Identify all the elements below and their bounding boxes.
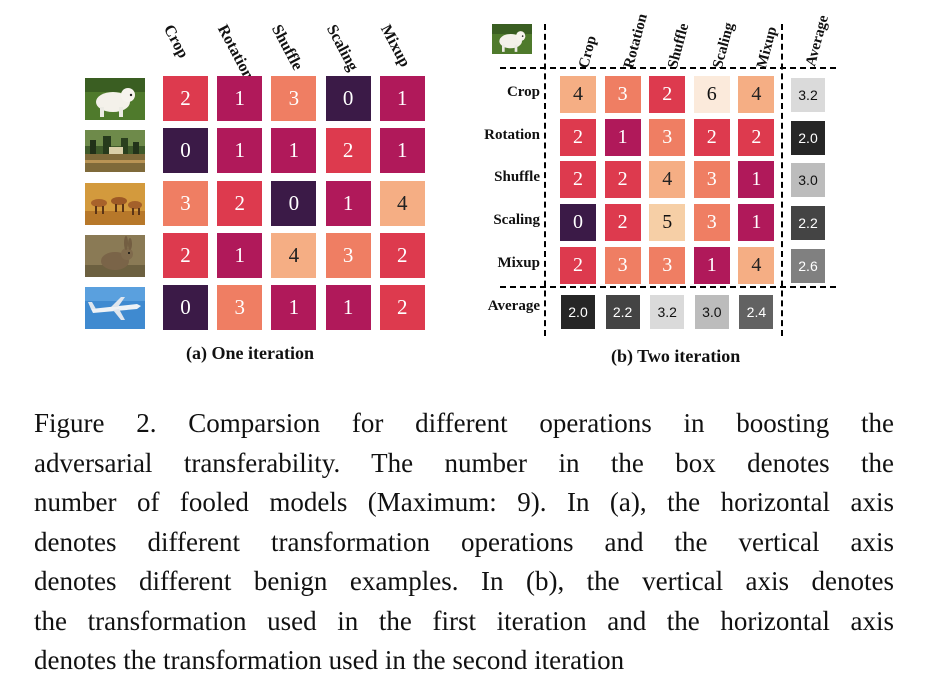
figure-b-column-label: Mixup	[754, 24, 781, 71]
figure-b-heatmap-cell: 2	[738, 118, 775, 156]
figure-b-heatmap-cell: 4	[738, 76, 775, 113]
figure-a-heatmap-cell: 2	[163, 76, 208, 121]
figure-b-heatmap-cell: 2	[604, 161, 641, 199]
figure-a-heatmap-cell: 0	[271, 180, 317, 226]
figure-b-column-average-cell: 3.2	[650, 295, 685, 329]
caption-line: number of fooled models (Maximum: 9). In…	[34, 487, 894, 517]
caption-line: denotes different benign examples. In (b…	[34, 566, 894, 596]
figure-a-heatmap-cell: 2	[325, 128, 371, 174]
figure-a-heatmap-cell: 1	[217, 76, 263, 121]
figure-b-average-column-label: Average	[803, 13, 832, 69]
figure-b-dashed-divider	[500, 67, 836, 69]
figure-a-column-label: Mixup	[376, 22, 414, 71]
figure-b-row-average-cell: 2.6	[791, 248, 825, 283]
figure-b-column-average-cell: 2.0	[561, 295, 595, 329]
figure-b-heatmap-cell: 1	[693, 246, 730, 284]
figure-a-heatmap-cell: 4	[271, 232, 317, 278]
figure-b-row-average-cell: 2.2	[791, 206, 825, 241]
figure-a-heatmap-cell: 4	[379, 180, 425, 226]
caption-line: denotes the transformation used in the s…	[34, 645, 625, 675]
figure-a-heatmap-cell: 1	[325, 180, 371, 226]
caption-line: the transformation used in the first ite…	[34, 605, 894, 636]
figure-a-heatmap-cell: 1	[271, 285, 317, 331]
figure-b-average-row-label: Average	[487, 298, 540, 314]
figure-b-column-label: Scaling	[709, 20, 738, 71]
figure-a-column-label: Scaling	[322, 22, 361, 74]
figure-a-heatmap-cell: 3	[271, 76, 317, 121]
figure-a-heatmap-cell: 1	[379, 76, 425, 121]
figure-b-heatmap-cell: 4	[649, 161, 686, 199]
figure-a-heatmap-cell: 2	[163, 232, 208, 278]
figure-a-heatmap-cell: 1	[379, 128, 425, 174]
figure-b-column-label: Shuffle	[665, 21, 693, 71]
figure-b-row-average-cell: 2.0	[791, 120, 825, 155]
figure-b-dashed-divider	[544, 24, 546, 336]
figure-b-heatmap-cell: 3	[649, 246, 686, 284]
figure-b-column-label: Crop	[576, 34, 601, 71]
dog-thumbnail-image	[492, 24, 532, 54]
figure-a-column-label: Crop	[159, 22, 192, 62]
airplane-thumbnail-image	[85, 287, 145, 330]
figure-a-heatmap-cell: 3	[163, 180, 208, 226]
figure-b-heatmap-cell: 1	[604, 118, 641, 156]
figure-b-column-average-cell: 2.2	[605, 295, 640, 329]
figure-a-heatmap-cell: 1	[217, 128, 263, 174]
figure-a-heatmap-cell: 2	[379, 285, 425, 331]
figure-a-heatmap-cell: 0	[163, 128, 208, 174]
figure-b-heatmap-cell: 6	[693, 76, 730, 113]
figure-b-heatmap-cell: 3	[604, 246, 641, 284]
figure-a-heatmap-cell: 3	[217, 285, 263, 331]
figure-b-row-label: Mixup	[497, 254, 540, 271]
figure-a-heatmap-cell: 3	[325, 232, 371, 278]
figure-b-column-average-cell: 3.0	[694, 295, 729, 329]
figure-b-heatmap-cell: 5	[649, 204, 686, 242]
figure-b-heatmap-cell: 2	[649, 76, 686, 113]
figure-a-heatmap-cell: 2	[217, 180, 263, 226]
figure-a-heatmap-cell: 2	[379, 232, 425, 278]
figure-b-row-label: Scaling	[493, 212, 540, 229]
figure-b-heatmap-cell: 3	[604, 76, 641, 113]
figure-b-subcaption: (b) Two iteration	[611, 346, 741, 366]
figure-b-column-average-cell: 2.4	[739, 295, 774, 329]
figure-b-column-label: Rotation	[620, 12, 651, 71]
caption-line: Figure 2. Comparsion for different opera…	[34, 408, 894, 438]
figure-b-heatmap-cell: 3	[693, 204, 730, 242]
figure-b-heatmap-cell: 0	[560, 204, 596, 242]
dog-thumbnail-image	[85, 78, 145, 120]
rabbit-thumbnail-image	[85, 234, 145, 277]
figure-b-dashed-divider	[500, 286, 836, 288]
figure-b-heatmap-cell: 1	[738, 161, 775, 199]
figure-b-row-label: Shuffle	[494, 169, 540, 186]
figure-b-heatmap-cell: 4	[738, 246, 775, 284]
figure-a-heatmap-cell: 1	[217, 232, 263, 278]
figure-a-heatmap-cell: 0	[325, 76, 371, 121]
figure-a-column-label: Shuffle	[268, 22, 307, 74]
figure-b-heatmap-cell: 2	[560, 246, 596, 284]
landscape-thumbnail-image	[85, 130, 145, 173]
figure-b-heatmap-cell: 2	[693, 118, 730, 156]
caption-line: denotes different transformation operati…	[34, 526, 894, 557]
figure-b-heatmap-cell: 3	[693, 161, 730, 199]
figure-b-heatmap-cell: 4	[560, 76, 596, 113]
antelope-thumbnail-image	[85, 182, 145, 225]
figure-b-row-average-cell: 3.2	[791, 78, 825, 112]
caption-line: adversarial transferability. The number …	[34, 447, 894, 478]
figure-b-row-label: Crop	[506, 84, 540, 100]
figure-b-dashed-divider	[781, 24, 783, 336]
figure-a-heatmap-cell: 0	[163, 285, 208, 331]
figure-b-heatmap-cell: 2	[560, 118, 596, 156]
figure-a-heatmap-cell: 1	[271, 128, 317, 174]
figure-b-heatmap-cell: 2	[604, 204, 641, 242]
figure-b-heatmap-cell: 3	[649, 118, 686, 156]
figure-a-subcaption: (a) One iteration	[186, 343, 314, 363]
figure-b-row-average-cell: 3.0	[791, 163, 825, 198]
figure-caption: Figure 2. Comparsion for different opera…	[34, 404, 894, 681]
figure-b-row-label: Rotation	[484, 126, 540, 143]
figure-a-column-label: Rotation	[214, 22, 258, 83]
figure-b-heatmap-cell: 1	[738, 204, 775, 242]
figure-a-heatmap-cell: 1	[325, 285, 371, 331]
figure-b-heatmap-cell: 2	[560, 161, 596, 199]
